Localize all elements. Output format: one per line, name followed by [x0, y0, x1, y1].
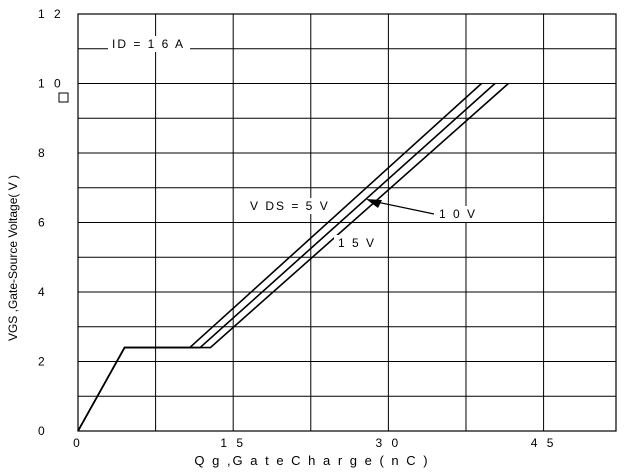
square-marker-icon — [58, 92, 69, 103]
x-tick-label: 0 — [73, 436, 83, 450]
ten-label-bg — [435, 206, 479, 222]
y-tick-label: 1 2 — [38, 7, 64, 21]
ten-leader-line — [371, 200, 435, 215]
x-tick-label: 4 5 — [531, 436, 557, 450]
x-tick-label: 3 0 — [376, 436, 402, 450]
fifteen-label: 1 5 V — [338, 236, 376, 250]
ten-label: 1 0 V — [439, 207, 477, 221]
y-tick-label: 6 — [38, 216, 48, 230]
vds-label-bg — [246, 198, 332, 214]
x-axis-label: Q g ,G a t e C h a r g e ( n C ) — [194, 453, 429, 468]
y-tick-label: 1 0 — [38, 77, 64, 91]
y-tick-label: 8 — [38, 146, 48, 160]
series-line-3 — [77, 82, 509, 432]
series-group — [77, 82, 509, 432]
arrow-head-icon — [366, 199, 382, 208]
tick-labels: 0 1 5 3 0 4 5 0 2 4 6 8 1 0 1 2 — [38, 7, 557, 450]
y-tick-label: 2 — [38, 355, 48, 369]
x-tick-label: 1 5 — [220, 436, 246, 450]
plot-frame — [77, 13, 617, 432]
y-axis-label: VGS ,Gate-Source Voltage( V ) — [6, 175, 20, 341]
y-tick-label: 0 — [38, 424, 48, 438]
id-label-bg — [108, 36, 190, 52]
fifteen-label-bg — [334, 235, 378, 251]
y-tick-label: 4 — [38, 285, 48, 299]
grid — [78, 14, 616, 431]
vds-label: V DS = 5 V — [250, 199, 330, 213]
id-label: ID = 1 6 A — [112, 37, 185, 51]
